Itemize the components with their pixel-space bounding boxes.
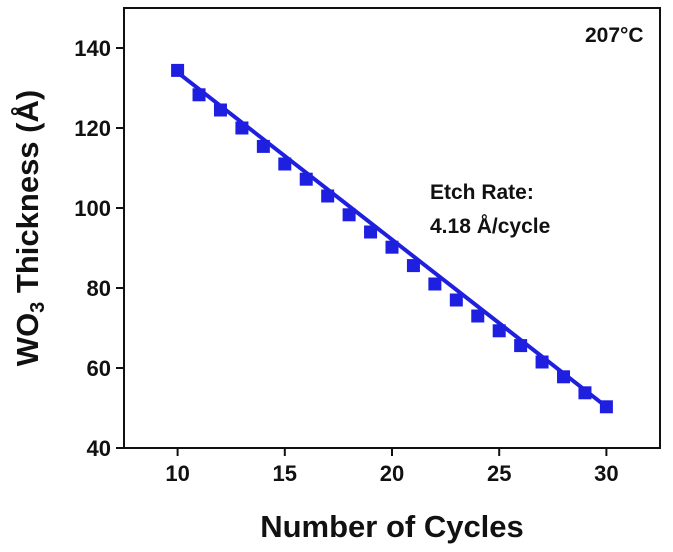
data-point	[428, 277, 442, 291]
x-tick-label: 20	[380, 461, 404, 486]
x-tick-label: 25	[487, 461, 511, 486]
x-axis-title: Number of Cycles	[260, 509, 524, 544]
data-point	[492, 324, 506, 338]
data-point	[514, 339, 528, 353]
data-point	[406, 259, 420, 273]
y-axis-title-subscript: 3	[27, 302, 49, 313]
data-point	[364, 225, 378, 239]
y-tick-label: 140	[74, 36, 111, 61]
y-axis-title-main: WO	[10, 313, 45, 366]
fit-line	[175, 70, 609, 409]
fit-line-layer	[175, 70, 609, 409]
y-axis-ticks: 40 60 80 100 120 140	[74, 36, 124, 461]
data-point	[321, 189, 335, 203]
data-point	[385, 240, 399, 254]
data-point	[342, 208, 356, 222]
data-point	[171, 63, 185, 77]
x-tick-label: 30	[594, 461, 618, 486]
y-axis-title: WO3 Thickness (Å)	[10, 90, 49, 366]
y-tick-label: 100	[74, 196, 111, 221]
data-point	[535, 355, 549, 369]
data-points-layer	[171, 63, 613, 414]
etch-rate-value: 4.18 Å/cycle	[430, 214, 550, 238]
data-point	[557, 370, 571, 384]
data-point	[599, 400, 613, 414]
data-point	[235, 121, 249, 135]
y-tick-label: 120	[74, 116, 111, 141]
plot-frame	[123, 7, 661, 449]
data-point	[449, 293, 463, 307]
data-point	[278, 157, 292, 171]
y-tick-label: 40	[87, 436, 111, 461]
y-tick-label: 60	[87, 356, 111, 381]
temperature-label: 207°C	[585, 24, 644, 47]
x-tick-label: 10	[165, 461, 189, 486]
x-tick-label: 15	[273, 461, 297, 486]
data-point	[299, 172, 313, 186]
etch-rate-title: Etch Rate:	[430, 181, 534, 204]
data-point	[213, 103, 227, 117]
x-axis-ticks: 10 15 20 25 30	[165, 448, 619, 486]
y-tick-label: 80	[87, 276, 111, 301]
y-axis-title-rest: Thickness (Å)	[10, 90, 45, 302]
data-point	[256, 139, 270, 153]
data-point	[192, 88, 206, 102]
data-point	[578, 386, 592, 400]
data-point	[471, 309, 485, 323]
